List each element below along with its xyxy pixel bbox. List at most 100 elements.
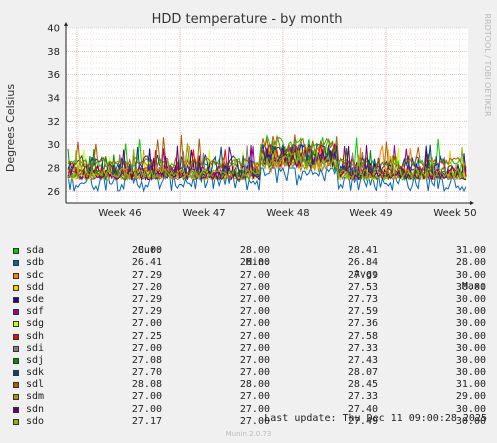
legend-header: Cur: Min: Avg: Max: (10, 233, 490, 292)
legend-header-avg: Avg: (353, 269, 378, 280)
legend-swatch (13, 248, 19, 255)
legend-name: sde (26, 293, 45, 305)
legend-min: 27.00 (239, 403, 270, 415)
legend-min: 27.00 (239, 391, 270, 403)
series-line-sdb (67, 166, 467, 193)
legend-max: 30.00 (455, 403, 486, 415)
legend-cur: 27.00 (131, 342, 162, 354)
legend-cur: 27.00 (131, 391, 162, 403)
legend-min: 28.00 (239, 379, 270, 391)
legend-max: 28.00 (455, 257, 486, 269)
y-tick-label: 28 (47, 164, 60, 175)
legend-max: 31.00 (455, 379, 486, 391)
legend-min: 27.00 (239, 293, 270, 305)
y-tick-label: 26 (47, 187, 60, 198)
legend: Cur: Min: Avg: Max: sda 28.00 28.00 28.41 31… (10, 233, 490, 428)
legend-cur: 27.25 (131, 330, 162, 342)
x-axis-arrow (470, 201, 474, 205)
legend-row-sdn: sdn 27.00 27.00 27.40 30.00 (10, 404, 490, 416)
y-tick-label: 40 (47, 24, 60, 35)
legend-avg: 27.49 (347, 415, 378, 427)
legend-swatch (13, 394, 19, 401)
legend-row-sda: sda 28.00 28.00 28.41 31.00 (10, 245, 490, 257)
legend-name: sdg (26, 318, 45, 330)
legend-name: sdb (26, 257, 45, 269)
legend-avg: 27.43 (347, 354, 378, 366)
series-line-sdn (67, 145, 467, 182)
legend-min: 27.00 (239, 415, 270, 427)
last-update: Last update: Thu Dec 11 09:00:28 2025 (264, 413, 487, 424)
x-tick-labels: Week 46 Week 47 Week 48 Week 49 Week 50 (98, 208, 476, 219)
legend-row-sdb: sdb 26.41 26.00 26.84 28.00 (10, 257, 490, 269)
legend-cur: 28.08 (131, 379, 162, 391)
legend-swatch (13, 382, 19, 389)
legend-swatch (13, 321, 19, 328)
legend-max: 30.00 (455, 281, 486, 293)
legend-cur: 27.29 (131, 293, 162, 305)
legend-swatch (13, 418, 19, 425)
legend-max: 30.00 (455, 367, 486, 379)
legend-cur: 28.00 (131, 245, 162, 257)
series-lines (67, 133, 467, 193)
legend-row-sdm: sdm 27.00 27.00 27.33 29.00 (10, 391, 490, 403)
legend-min: 26.00 (239, 257, 270, 269)
legend-swatch (13, 370, 19, 377)
chart-title: HDD temperature - by month (152, 12, 343, 27)
legend-min: 27.00 (239, 318, 270, 330)
legend-row-sdi: sdi 27.00 27.00 27.33 30.00 (10, 343, 490, 355)
series-line-sdo (67, 147, 467, 182)
legend-avg: 27.33 (347, 391, 378, 403)
legend-max: 31.00 (455, 245, 486, 257)
legend-min: 27.00 (239, 330, 270, 342)
legend-name: sdf (26, 306, 45, 318)
legend-name: sdh (26, 330, 45, 342)
legend-max: 29.00 (455, 391, 486, 403)
legend-cur: 27.29 (131, 306, 162, 318)
legend-avg: 27.33 (347, 342, 378, 354)
legend-min: 27.00 (239, 354, 270, 366)
legend-min: 27.00 (239, 342, 270, 354)
legend-min: 27.00 (239, 306, 270, 318)
legend-row-sdk: sdk 27.70 27.00 28.07 30.00 (10, 367, 490, 379)
legend-row-sdf: sdf 27.29 27.00 27.59 30.00 (10, 306, 490, 318)
legend-swatch (13, 284, 19, 291)
legend-row-sdh: sdh 27.25 27.00 27.58 30.00 (10, 331, 490, 343)
y-tick-label: 32 (47, 117, 60, 128)
legend-avg: 26.84 (347, 257, 378, 269)
legend-swatch (13, 272, 19, 279)
legend-row-sdl: sdl 28.08 28.00 28.45 31.00 (10, 379, 490, 391)
legend-cur: 27.00 (131, 403, 162, 415)
x-tick-label: Week 49 (349, 208, 392, 219)
legend-max: 30.00 (455, 354, 486, 366)
axes (64, 22, 474, 205)
legend-row-sdo: sdo 27.17 27.00 27.49 30.00 (10, 416, 490, 428)
legend-avg: 28.07 (347, 367, 378, 379)
munin-version: Munin 2.0.73 (225, 430, 272, 438)
legend-cur: 27.20 (131, 281, 162, 293)
legend-swatch (13, 296, 19, 303)
x-tick-label: Week 50 (433, 208, 476, 219)
legend-max: 30.00 (455, 269, 486, 281)
legend-name: sdl (26, 379, 45, 391)
legend-max: 30.00 (455, 318, 486, 330)
legend-max: 30.00 (455, 330, 486, 342)
legend-swatch (13, 309, 19, 316)
legend-header-max: Max: (461, 281, 486, 292)
legend-swatch (13, 345, 19, 352)
legend-name: sdi (26, 342, 45, 354)
legend-swatch (13, 357, 19, 364)
legend-name: sdo (26, 415, 45, 427)
legend-avg: 27.59 (347, 306, 378, 318)
legend-cur: 27.00 (131, 318, 162, 330)
legend-row-sdd: sdd 27.20 27.00 27.53 30.00 (10, 282, 490, 294)
legend-avg: 27.36 (347, 318, 378, 330)
legend-avg: 28.45 (347, 379, 378, 391)
y-tick-label: 34 (47, 94, 60, 105)
legend-cur: 27.70 (131, 367, 162, 379)
y-tick-labels: 26 28 30 32 34 36 38 40 (47, 24, 60, 198)
legend-cur: 26.41 (131, 257, 162, 269)
legend-min: 27.00 (239, 367, 270, 379)
legend-avg: 27.53 (347, 281, 378, 293)
legend-name: sdc (26, 269, 45, 281)
